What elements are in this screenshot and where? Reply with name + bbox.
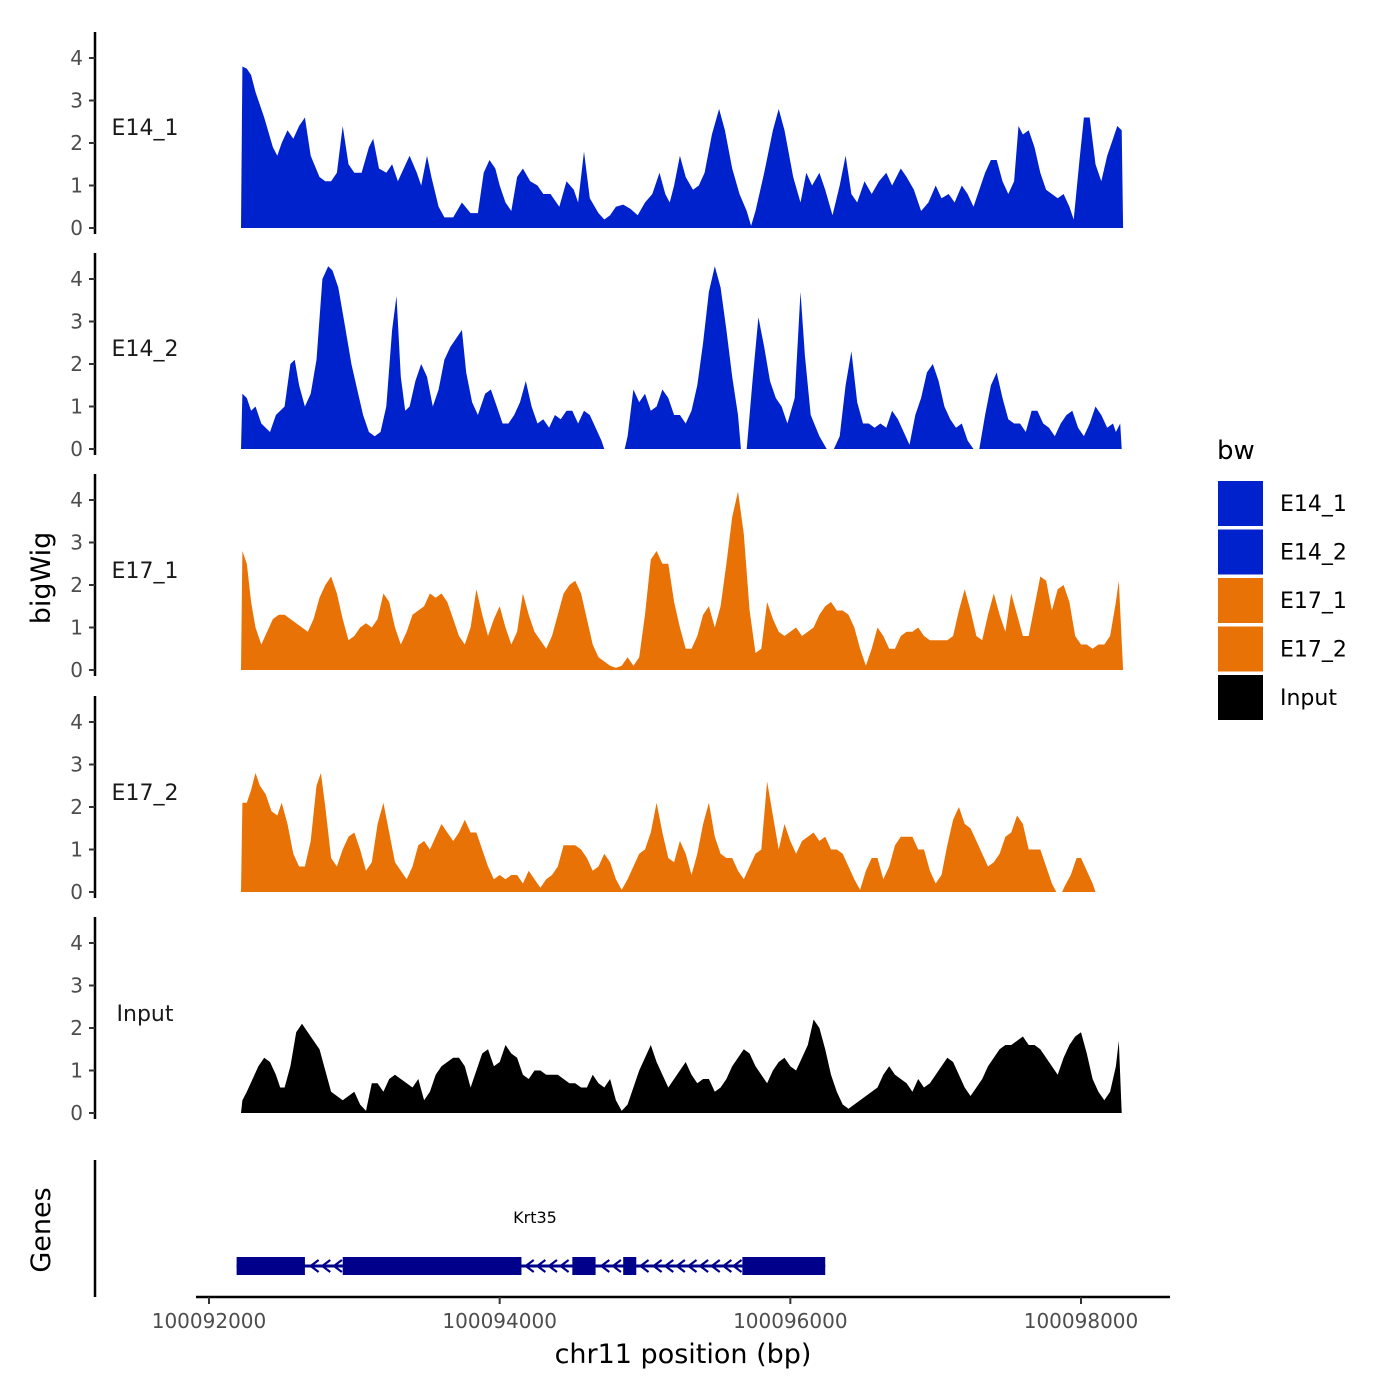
strand-arrow-icon bbox=[523, 1259, 535, 1273]
strand-arrow-icon bbox=[547, 1259, 558, 1273]
track-e17-1: 0 1 2 3 4 E17_1 bbox=[70, 474, 1124, 682]
legend-swatch bbox=[1218, 578, 1263, 623]
strand-arrow-icon bbox=[308, 1259, 320, 1273]
strand-arrow-icon bbox=[663, 1259, 674, 1273]
signal-area bbox=[241, 1019, 1122, 1113]
y-tick-label: 1 bbox=[70, 616, 83, 640]
signal-area bbox=[241, 491, 1124, 670]
y-tick-label: 2 bbox=[70, 131, 83, 155]
y-tick-label: 1 bbox=[70, 395, 83, 419]
legend-label: Input bbox=[1280, 686, 1337, 711]
strand-arrow-icon bbox=[651, 1259, 663, 1273]
strand-arrow-icon bbox=[535, 1259, 547, 1273]
y-tick-label: 2 bbox=[70, 352, 83, 376]
strand-arrow-icon bbox=[320, 1259, 331, 1273]
gene-exon bbox=[623, 1257, 637, 1275]
y-tick-label: 3 bbox=[70, 974, 83, 998]
x-axis-title: chr11 position (bp) bbox=[555, 1339, 812, 1370]
gene-exon bbox=[742, 1257, 826, 1275]
x-axis: 100092000 100094000 100096000 100098000 bbox=[152, 1295, 1170, 1333]
x-tick-label: 100094000 bbox=[442, 1309, 557, 1333]
legend-label: E14_1 bbox=[1280, 492, 1347, 517]
y-tick-label: 3 bbox=[70, 310, 83, 334]
strand-arrow-icon bbox=[698, 1259, 709, 1273]
track-e14-2: 0 1 2 3 4 E14_2 bbox=[70, 253, 1122, 461]
y-tick-label: 4 bbox=[70, 710, 83, 734]
y-axis-title: bigWig bbox=[26, 532, 57, 625]
track-input: 0 1 2 3 4 Input bbox=[70, 917, 1122, 1125]
x-tick-label: 100098000 bbox=[1024, 1309, 1139, 1333]
signal-area bbox=[241, 266, 1122, 449]
legend-swatch bbox=[1218, 675, 1263, 720]
y-tick-label: 0 bbox=[70, 658, 83, 682]
y-tick-label: 2 bbox=[70, 795, 83, 819]
gene-panel: Krt35 bbox=[93, 1160, 826, 1297]
signal-area bbox=[241, 66, 1124, 228]
legend-swatch bbox=[1218, 529, 1263, 575]
x-tick-label: 100092000 bbox=[152, 1309, 267, 1333]
y-tick-label: 1 bbox=[70, 838, 83, 862]
gene-exon bbox=[572, 1257, 596, 1275]
strand-arrow-icon bbox=[709, 1259, 721, 1273]
strand-arrow-icon bbox=[675, 1259, 686, 1273]
track-label: E14_2 bbox=[112, 337, 179, 362]
y-tick-label: 2 bbox=[70, 573, 83, 597]
legend-swatch bbox=[1218, 481, 1263, 526]
y-tick-label: 3 bbox=[70, 531, 83, 555]
y-tick-label: 4 bbox=[70, 267, 83, 291]
y-tick-label: 0 bbox=[70, 1101, 83, 1125]
gene-exon bbox=[236, 1257, 305, 1275]
y-tick-label: 4 bbox=[70, 46, 83, 70]
track-label: E17_1 bbox=[112, 559, 179, 584]
strand-arrow-icon bbox=[611, 1259, 622, 1273]
strand-arrow-icon bbox=[638, 1259, 650, 1273]
y-tick-label: 1 bbox=[70, 174, 83, 198]
y-tick-label: 0 bbox=[70, 880, 83, 904]
y-tick-label: 0 bbox=[70, 216, 83, 240]
signal-area bbox=[241, 773, 1096, 892]
track-label: Input bbox=[117, 1002, 174, 1027]
gene-label: Krt35 bbox=[513, 1208, 557, 1227]
y-tick-label: 4 bbox=[70, 931, 83, 955]
genes-axis-title: Genes bbox=[26, 1187, 57, 1272]
y-tick-label: 4 bbox=[70, 488, 83, 512]
legend-swatch bbox=[1218, 626, 1263, 672]
track-label: E17_2 bbox=[112, 781, 179, 806]
strand-arrow-icon bbox=[721, 1259, 733, 1273]
legend-label: E17_2 bbox=[1280, 638, 1347, 663]
strand-arrow-icon bbox=[599, 1259, 610, 1273]
y-tick-label: 3 bbox=[70, 753, 83, 777]
y-tick-label: 2 bbox=[70, 1016, 83, 1040]
legend-label: E17_1 bbox=[1280, 589, 1347, 614]
legend-label: E14_2 bbox=[1280, 541, 1347, 566]
strand-arrow-icon bbox=[558, 1259, 570, 1273]
track-panels: 0 1 2 3 4 E14_1 0 1 2 3 4 E14_2 0 1 2 3 4 E17_1 0 1 2 3 4 E17_2… bbox=[70, 32, 1124, 1125]
track-label: E14_1 bbox=[112, 116, 179, 141]
strand-arrow-icon bbox=[731, 1259, 743, 1273]
y-tick-label: 0 bbox=[70, 437, 83, 461]
gene-exon bbox=[342, 1257, 522, 1275]
legend: bw E14_1 E14_2 E17_1 E17_2 Input bbox=[1217, 436, 1347, 720]
track-e17-2: 0 1 2 3 4 E17_2 bbox=[70, 696, 1096, 904]
strand-arrow-icon bbox=[332, 1259, 343, 1273]
legend-title: bw bbox=[1217, 436, 1255, 466]
track-e14-1: 0 1 2 3 4 E14_1 bbox=[70, 32, 1124, 240]
y-tick-label: 3 bbox=[70, 89, 83, 113]
strand-arrow-icon bbox=[686, 1259, 698, 1273]
y-tick-label: 1 bbox=[70, 1059, 83, 1083]
x-tick-label: 100096000 bbox=[733, 1309, 848, 1333]
